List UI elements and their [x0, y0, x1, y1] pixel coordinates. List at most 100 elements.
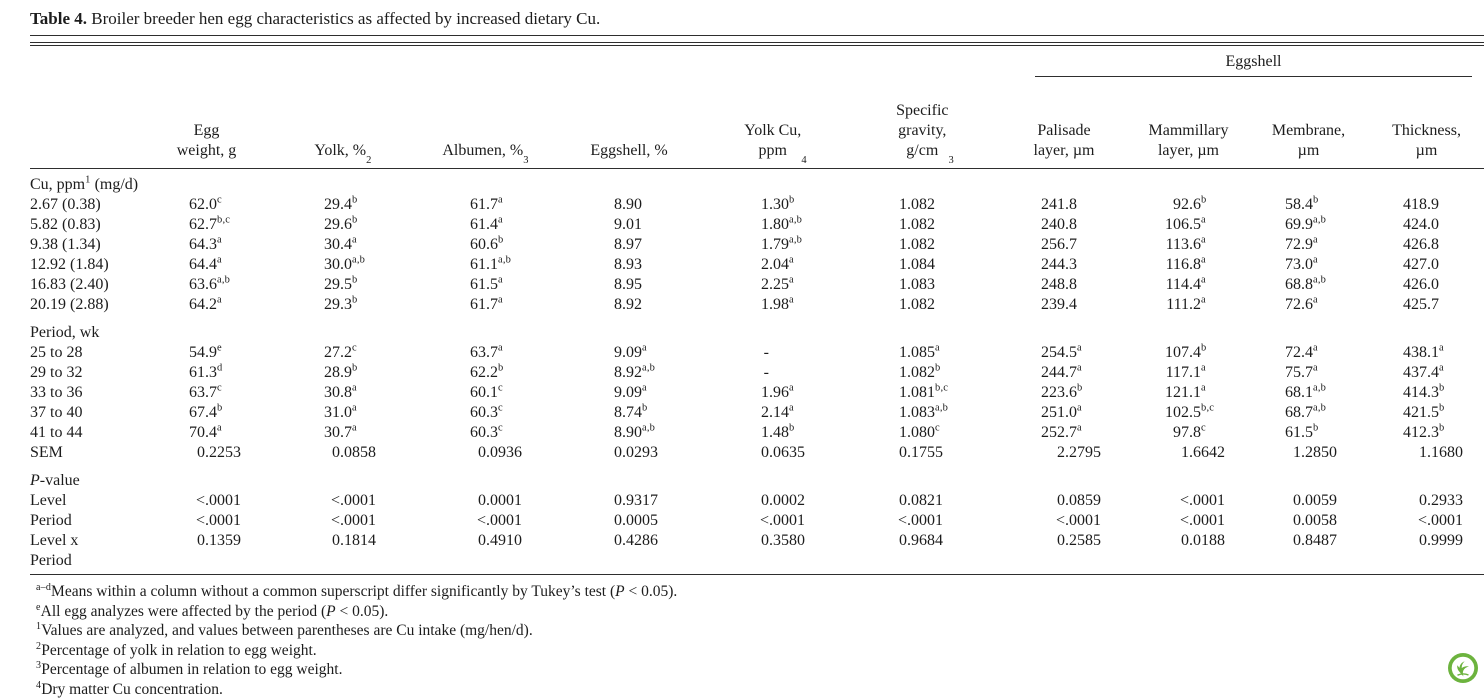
table-cell: 0.8487 [1248, 531, 1369, 571]
table-cell: 60.3c [413, 423, 558, 443]
row-label: 33 to 36 [30, 383, 140, 403]
table-cell: 1.80a,b [700, 215, 851, 235]
table-cell: 1.48b [700, 423, 851, 443]
table-cell: 0.0859 [999, 491, 1129, 511]
table-cell: 72.6a [1248, 295, 1369, 315]
column-header: Thickness,µm [1369, 77, 1484, 168]
table-cell: 8.74b [558, 403, 700, 423]
row-label: SEM [30, 443, 140, 463]
table-cell: 73.0a [1248, 255, 1369, 275]
table-cell: 68.1a,b [1248, 383, 1369, 403]
table-cell: 426.0 [1369, 275, 1484, 295]
table-cell: 63.7c [140, 383, 273, 403]
table-cell: 252.7a [999, 423, 1129, 443]
table-cell: 8.93 [558, 255, 700, 275]
table-cell: 62.0c [140, 195, 273, 215]
table-cell: 0.0002 [700, 491, 851, 511]
table-cell: <.0001 [851, 511, 999, 531]
table-cell: 239.4 [999, 295, 1129, 315]
table-cell: 69.9a,b [1248, 215, 1369, 235]
row-label: 20.19 (2.88) [30, 295, 140, 315]
caption-rule [30, 35, 1484, 36]
table-cell: 72.4a [1248, 343, 1369, 363]
table-cell: 1.084 [851, 255, 999, 275]
table-cell: 1.79a,b [700, 235, 851, 255]
table-cell: <.0001 [273, 491, 413, 511]
table-cell: 0.0001 [413, 491, 558, 511]
column-header: Eggshell, % [558, 77, 700, 168]
column-header: Yolk, %2 [273, 77, 413, 168]
table-cell: 0.3580 [700, 531, 851, 571]
row-label: 29 to 32 [30, 363, 140, 383]
table-cell: 63.6a,b [140, 275, 273, 295]
table-cell: 0.0293 [558, 443, 700, 463]
table-cell: 114.4a [1129, 275, 1248, 295]
table-cell: 75.7a [1248, 363, 1369, 383]
table-cell: 64.3a [140, 235, 273, 255]
table-cell: 0.9317 [558, 491, 700, 511]
table-cell: 1.30b [700, 195, 851, 215]
table-cell: 1.083 [851, 275, 999, 295]
table-cell: 414.3b [1369, 383, 1484, 403]
table-cell: 424.0 [1369, 215, 1484, 235]
table-cell: 1.98a [700, 295, 851, 315]
table-bottom-rule [30, 574, 1484, 575]
row-label: 25 to 28 [30, 343, 140, 363]
table-cell: 2.04a [700, 255, 851, 275]
table-cell: 9.09a [558, 343, 700, 363]
table-cell: 102.5b,c [1129, 403, 1248, 423]
table-cell: 437.4a [1369, 363, 1484, 383]
table-cell: 28.9b [273, 363, 413, 383]
table-cell: 117.1a [1129, 363, 1248, 383]
section-row: P-value [30, 471, 1484, 491]
row-label: 2.67 (0.38) [30, 195, 140, 215]
table-footnotes: a–dMeans within a column without a commo… [30, 582, 1484, 699]
section-row: Cu, ppm1 (mg/d) [30, 175, 1484, 195]
table-cell: <.0001 [999, 511, 1129, 531]
eco-leaf-badge-icon[interactable] [1447, 652, 1479, 684]
section-label: Cu, ppm1 (mg/d) [30, 175, 1484, 195]
footnote: 2Percentage of yolk in relation to egg w… [36, 641, 1484, 661]
table-cell: 61.5b [1248, 423, 1369, 443]
table-cell: 0.0058 [1248, 511, 1369, 531]
table-cell: 1.082 [851, 195, 999, 215]
table-cell: 1.081b,c [851, 383, 999, 403]
table-cell: <.0001 [700, 511, 851, 531]
table-cell: 29.3b [273, 295, 413, 315]
table-cell: 244.3 [999, 255, 1129, 275]
table-cell: 60.6b [413, 235, 558, 255]
table-cell: 0.0858 [273, 443, 413, 463]
table-cell: 2.14a [700, 403, 851, 423]
table-cell: 0.1755 [851, 443, 999, 463]
table-cell: 0.0936 [413, 443, 558, 463]
table-cell: 111.2a [1129, 295, 1248, 315]
table-cell: 426.8 [1369, 235, 1484, 255]
table-cell: <.0001 [413, 511, 558, 531]
table-cell: <.0001 [140, 491, 273, 511]
table-cell: 0.0005 [558, 511, 700, 531]
column-header: Membrane,µm [1248, 77, 1369, 168]
table-cell: 30.8a [273, 383, 413, 403]
table-cell: 8.92a,b [558, 363, 700, 383]
table-cell: 8.97 [558, 235, 700, 255]
row-label: 5.82 (0.83) [30, 215, 140, 235]
table-cell: 412.3b [1369, 423, 1484, 443]
table-cell: 31.0a [273, 403, 413, 423]
table-cell: 9.01 [558, 215, 700, 235]
table-cell: 1.96a [700, 383, 851, 403]
table-cell: 241.8 [999, 195, 1129, 215]
table-cell: 8.90 [558, 195, 700, 215]
